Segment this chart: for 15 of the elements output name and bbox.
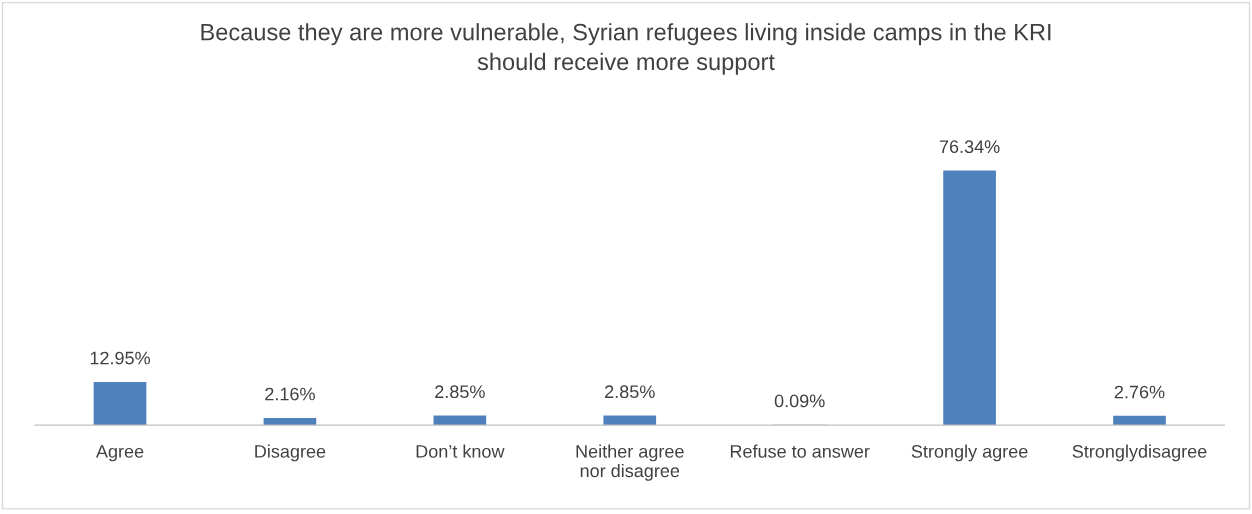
data-label: 0.09% (774, 394, 825, 408)
x-tick-label: Neither agree nor disagree (576, 444, 684, 481)
data-label: 76.34% (939, 140, 1000, 154)
x-tick-label: Agree (95, 445, 144, 462)
x-tick-label: Strongly agree (911, 444, 1028, 462)
chart-title: Because they are more vulnerable, Syrian refugees living inside camps in the KRI should receive more support (201, 23, 1051, 75)
data-label: 2.85% (435, 385, 485, 399)
data-label: 2.76% (1114, 385, 1165, 399)
x-tick-label: Disagree (255, 444, 326, 462)
data-label: 2.16% (265, 387, 315, 401)
x-tick-label: Stronglydisagree (1072, 444, 1207, 462)
data-label: 12.95% (90, 351, 150, 365)
data-label: 2.85% (605, 385, 655, 399)
x-tick-label: Don’t know (416, 444, 505, 458)
x-tick-label: Refuse to answer (730, 444, 870, 458)
